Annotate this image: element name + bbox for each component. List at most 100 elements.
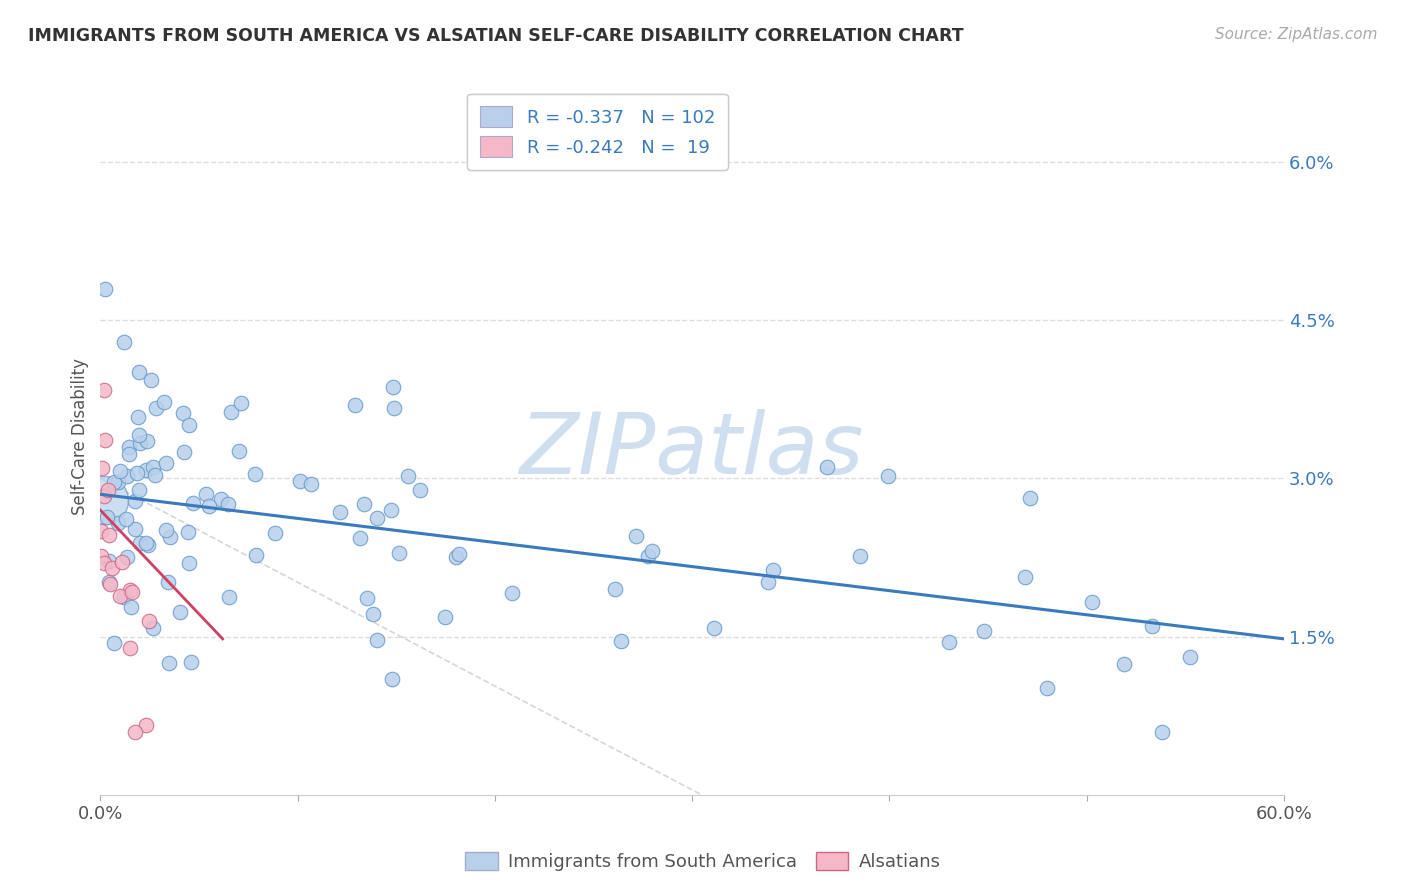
Point xyxy=(172,406,194,420)
Point xyxy=(1180,649,1202,664)
Point xyxy=(90,549,112,563)
Point xyxy=(157,656,180,670)
Point xyxy=(973,624,995,639)
Point xyxy=(101,561,124,575)
Point xyxy=(128,365,150,379)
Point xyxy=(1112,657,1135,671)
Point xyxy=(143,467,166,482)
Point xyxy=(605,582,627,596)
Point xyxy=(93,492,115,507)
Point xyxy=(103,475,125,489)
Legend: R = -0.337   N = 102, R = -0.242   N =  19: R = -0.337 N = 102, R = -0.242 N = 19 xyxy=(467,94,728,169)
Point xyxy=(159,530,181,544)
Point xyxy=(129,435,152,450)
Point xyxy=(100,576,122,591)
Text: Source: ZipAtlas.com: Source: ZipAtlas.com xyxy=(1215,27,1378,42)
Point xyxy=(447,547,470,561)
Point xyxy=(366,510,388,524)
Point xyxy=(380,503,402,517)
Point xyxy=(124,724,146,739)
Point xyxy=(876,468,898,483)
Point xyxy=(135,463,157,477)
Point xyxy=(118,440,141,454)
Point xyxy=(115,512,138,526)
Point xyxy=(142,460,165,475)
Point xyxy=(117,468,139,483)
Point xyxy=(112,591,135,605)
Point xyxy=(142,621,165,635)
Point xyxy=(93,556,115,570)
Point xyxy=(108,589,131,603)
Point xyxy=(641,544,664,558)
Legend: Immigrants from South America, Alsatians: Immigrants from South America, Alsatians xyxy=(458,845,948,879)
Point xyxy=(264,525,287,540)
Point xyxy=(198,499,221,513)
Text: ZIPatlas: ZIPatlas xyxy=(520,409,865,492)
Point xyxy=(381,380,404,394)
Point xyxy=(1036,681,1059,695)
Point xyxy=(762,563,785,577)
Point xyxy=(145,401,167,415)
Point xyxy=(103,636,125,650)
Point xyxy=(110,464,132,478)
Point xyxy=(243,467,266,481)
Text: IMMIGRANTS FROM SOUTH AMERICA VS ALSATIAN SELF-CARE DISABILITY CORRELATION CHART: IMMIGRANTS FROM SOUTH AMERICA VS ALSATIA… xyxy=(28,27,963,45)
Point xyxy=(138,614,160,628)
Point xyxy=(128,536,150,550)
Point xyxy=(938,635,960,649)
Point xyxy=(97,528,120,542)
Point xyxy=(120,599,142,614)
Point xyxy=(90,461,112,475)
Point xyxy=(815,460,838,475)
Point xyxy=(128,483,150,497)
Point xyxy=(118,582,141,597)
Point xyxy=(349,531,371,545)
Point xyxy=(177,417,200,432)
Point xyxy=(94,434,117,448)
Point xyxy=(366,633,388,648)
Point xyxy=(409,483,432,497)
Point xyxy=(124,522,146,536)
Point xyxy=(217,497,239,511)
Point xyxy=(90,524,112,538)
Point xyxy=(93,384,115,398)
Point xyxy=(177,524,200,539)
Point xyxy=(118,640,141,655)
Point xyxy=(107,475,129,490)
Point xyxy=(118,447,141,461)
Point xyxy=(124,493,146,508)
Point xyxy=(135,718,157,732)
Point xyxy=(1142,619,1164,633)
Point xyxy=(353,497,375,511)
Point xyxy=(388,546,411,560)
Point xyxy=(396,469,419,483)
Point xyxy=(107,516,129,530)
Point xyxy=(329,506,352,520)
Point xyxy=(153,394,176,409)
Point xyxy=(229,395,252,409)
Point xyxy=(361,607,384,621)
Point xyxy=(97,575,120,590)
Point xyxy=(139,373,162,387)
Point xyxy=(228,444,250,458)
Point xyxy=(127,467,149,481)
Point xyxy=(155,524,177,538)
Point xyxy=(288,475,311,489)
Point xyxy=(1014,570,1036,584)
Point xyxy=(138,538,160,552)
Point xyxy=(96,510,118,524)
Point xyxy=(245,549,267,563)
Point xyxy=(180,655,202,669)
Point xyxy=(127,410,149,425)
Point xyxy=(121,585,143,599)
Point xyxy=(703,621,725,635)
Point xyxy=(381,672,404,686)
Point xyxy=(1081,595,1104,609)
Point xyxy=(111,555,134,569)
Point xyxy=(136,434,159,448)
Point xyxy=(356,591,378,606)
Point xyxy=(156,574,179,589)
Point xyxy=(93,282,115,296)
Point xyxy=(98,553,121,567)
Point xyxy=(135,536,157,550)
